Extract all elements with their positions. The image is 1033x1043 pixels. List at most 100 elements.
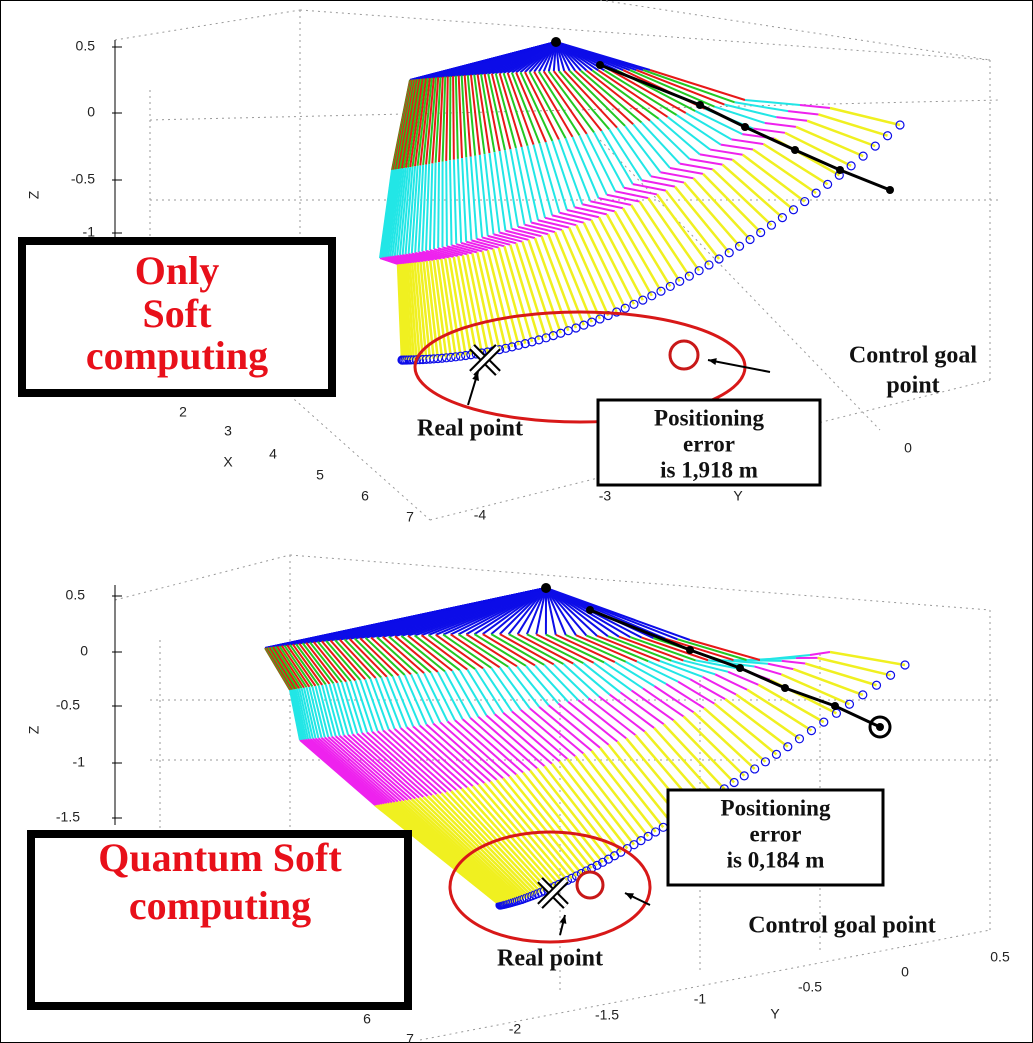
arm-link xyxy=(593,131,625,189)
arm-link xyxy=(677,638,747,661)
arm-link xyxy=(517,633,574,665)
arm-link xyxy=(331,735,406,802)
arm-link xyxy=(495,779,578,877)
arm-link xyxy=(497,247,527,344)
arm-link xyxy=(574,755,642,842)
arm-link xyxy=(585,69,651,122)
goal-target xyxy=(868,715,892,739)
arm-link xyxy=(818,113,888,137)
arm-link xyxy=(806,119,876,148)
arm-link xyxy=(420,634,468,671)
arm-link xyxy=(407,166,417,255)
arm-link xyxy=(600,130,634,185)
arm-link xyxy=(427,634,476,670)
y-axis-label: Y xyxy=(733,488,743,504)
end-effector xyxy=(739,771,749,781)
end-effector xyxy=(794,734,805,744)
arm-link xyxy=(809,651,831,656)
arm-link xyxy=(515,72,547,143)
arm-link xyxy=(348,638,388,678)
arm-link xyxy=(703,707,767,763)
arm-link xyxy=(268,646,297,690)
arm-link xyxy=(494,73,517,149)
grid-line xyxy=(114,554,291,601)
arm-link xyxy=(567,701,619,743)
arm-link xyxy=(754,665,782,676)
arm-link xyxy=(432,722,498,781)
arm-link xyxy=(699,153,733,161)
arm-link xyxy=(524,71,560,141)
end-effector xyxy=(895,120,905,130)
x-tick-label: 7 xyxy=(406,1031,414,1043)
arm-link xyxy=(480,74,496,153)
end-effector xyxy=(704,260,714,270)
arm-link xyxy=(483,153,495,235)
arm-link xyxy=(394,635,439,673)
arm-link xyxy=(359,637,400,677)
arm-link xyxy=(508,633,564,665)
arm-link xyxy=(596,634,661,662)
arm-link xyxy=(397,79,416,170)
x-tick-label: 5 xyxy=(316,467,324,483)
arm-link xyxy=(510,72,541,144)
end-effector xyxy=(745,234,755,245)
arm-link xyxy=(580,69,643,124)
arm-link xyxy=(471,253,495,352)
end-effector xyxy=(675,276,685,287)
arm-link xyxy=(476,252,501,350)
arm-link xyxy=(538,71,581,136)
arm-link xyxy=(419,724,486,784)
arm-link xyxy=(575,634,638,663)
arm-link xyxy=(339,638,377,679)
arm-link xyxy=(473,74,486,155)
arm-link xyxy=(334,735,409,801)
arm-link xyxy=(547,70,595,134)
arm-link xyxy=(724,698,789,748)
arm-link xyxy=(689,678,726,701)
method-label: Only xyxy=(135,248,219,293)
arm-link xyxy=(433,248,459,258)
arm-link xyxy=(562,663,600,698)
arm-link xyxy=(389,168,402,257)
arm-link xyxy=(792,667,864,697)
arm-link xyxy=(582,222,627,309)
arm-link xyxy=(563,70,618,129)
arm-link xyxy=(630,204,681,283)
arm-link xyxy=(400,635,446,673)
arm-link xyxy=(300,687,314,739)
arm-link xyxy=(317,685,333,737)
arm-link xyxy=(416,262,428,360)
arm-link xyxy=(324,684,341,736)
arm-link xyxy=(795,125,864,158)
arm-link xyxy=(537,219,570,229)
arm-link xyxy=(776,116,808,122)
arm-link xyxy=(451,670,480,718)
arm-link xyxy=(655,193,711,266)
arm-link xyxy=(574,206,608,216)
arm-link xyxy=(465,633,518,668)
arm-link xyxy=(692,177,751,241)
arm-link xyxy=(428,77,437,164)
arm-link xyxy=(597,216,644,301)
arm-link xyxy=(343,638,382,679)
arm-link xyxy=(402,253,424,263)
trajectory-point xyxy=(831,702,839,710)
arm-link xyxy=(530,221,563,231)
goal-label: Control goal xyxy=(849,343,978,369)
arm-link xyxy=(486,249,514,348)
arm-link xyxy=(578,134,608,196)
arm-link xyxy=(388,801,509,905)
arm-link xyxy=(402,263,411,361)
arm-link xyxy=(599,747,665,829)
arm-link xyxy=(276,645,305,689)
end-effector xyxy=(870,141,880,151)
arm-link xyxy=(312,641,347,683)
arm-link xyxy=(525,665,560,705)
arm-link xyxy=(613,210,663,292)
arm-link xyxy=(305,642,339,684)
x-tick-label: 4 xyxy=(269,446,277,462)
arm-link xyxy=(516,587,547,635)
arm-link xyxy=(498,151,513,229)
arm-link xyxy=(679,162,713,171)
arm-link xyxy=(396,79,415,170)
